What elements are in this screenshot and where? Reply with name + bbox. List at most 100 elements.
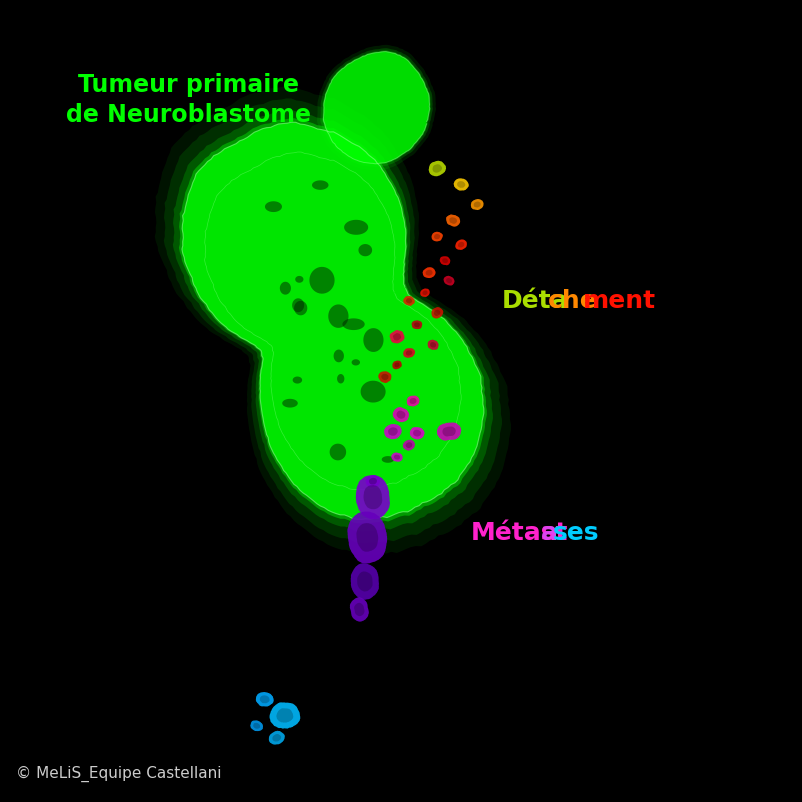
Polygon shape (334, 350, 344, 363)
Polygon shape (411, 320, 422, 329)
Polygon shape (456, 240, 467, 250)
Polygon shape (379, 371, 391, 383)
Polygon shape (310, 267, 334, 294)
Polygon shape (390, 330, 404, 343)
Text: Métast: Métast (472, 521, 569, 545)
Polygon shape (407, 395, 419, 407)
Polygon shape (439, 256, 450, 265)
Text: Déta: Déta (501, 289, 568, 313)
Polygon shape (381, 374, 388, 380)
Polygon shape (356, 475, 390, 519)
Polygon shape (320, 48, 433, 167)
Polygon shape (265, 201, 282, 212)
Polygon shape (437, 423, 461, 440)
Polygon shape (179, 118, 487, 524)
Polygon shape (363, 328, 383, 352)
Polygon shape (430, 342, 436, 347)
Polygon shape (322, 51, 431, 165)
Polygon shape (431, 232, 443, 241)
Polygon shape (312, 180, 329, 190)
Polygon shape (282, 399, 298, 407)
Polygon shape (273, 734, 282, 742)
Polygon shape (406, 298, 412, 303)
Polygon shape (395, 363, 399, 367)
Polygon shape (350, 563, 379, 600)
Polygon shape (350, 597, 369, 622)
Polygon shape (423, 290, 427, 295)
Polygon shape (253, 723, 260, 729)
Polygon shape (366, 475, 380, 487)
Polygon shape (410, 398, 416, 404)
Polygon shape (444, 276, 455, 286)
Polygon shape (269, 731, 285, 744)
Polygon shape (437, 423, 461, 440)
Polygon shape (454, 178, 469, 191)
Polygon shape (442, 258, 448, 263)
Polygon shape (396, 411, 405, 419)
Text: a: a (541, 521, 558, 545)
Polygon shape (444, 276, 455, 286)
Polygon shape (423, 267, 435, 278)
Polygon shape (457, 181, 465, 188)
Polygon shape (394, 455, 400, 460)
Polygon shape (413, 430, 421, 436)
Polygon shape (354, 603, 365, 616)
Text: che: che (548, 289, 597, 313)
Polygon shape (250, 720, 263, 731)
Polygon shape (432, 164, 442, 172)
Polygon shape (426, 269, 432, 276)
Polygon shape (403, 296, 415, 306)
Polygon shape (277, 708, 294, 723)
Polygon shape (392, 361, 402, 369)
Polygon shape (363, 485, 383, 509)
Polygon shape (446, 278, 452, 283)
Polygon shape (420, 289, 430, 297)
Polygon shape (330, 444, 346, 460)
Polygon shape (420, 289, 430, 297)
Polygon shape (269, 703, 300, 728)
Polygon shape (384, 424, 402, 439)
Polygon shape (317, 45, 436, 171)
Polygon shape (431, 307, 444, 318)
Polygon shape (471, 199, 484, 210)
Polygon shape (393, 407, 409, 422)
Polygon shape (391, 452, 403, 462)
Polygon shape (337, 374, 344, 383)
Polygon shape (390, 330, 404, 343)
Polygon shape (434, 310, 440, 316)
Polygon shape (256, 692, 273, 707)
Polygon shape (356, 475, 390, 519)
Polygon shape (294, 301, 307, 315)
Polygon shape (403, 296, 415, 306)
Polygon shape (414, 322, 420, 327)
Polygon shape (423, 267, 435, 278)
Polygon shape (295, 276, 303, 283)
Polygon shape (350, 563, 379, 600)
Polygon shape (406, 350, 412, 355)
Polygon shape (356, 523, 379, 552)
Polygon shape (471, 199, 484, 210)
Polygon shape (379, 371, 391, 383)
Polygon shape (393, 407, 409, 422)
Polygon shape (403, 348, 415, 358)
Polygon shape (293, 376, 302, 383)
Polygon shape (446, 214, 460, 227)
Polygon shape (260, 695, 269, 703)
Polygon shape (323, 51, 430, 164)
Polygon shape (431, 232, 443, 241)
Polygon shape (388, 427, 398, 435)
Polygon shape (393, 333, 401, 340)
Polygon shape (250, 720, 263, 731)
Polygon shape (182, 122, 484, 520)
Polygon shape (173, 111, 493, 532)
Polygon shape (384, 424, 402, 439)
Polygon shape (449, 217, 457, 224)
Polygon shape (410, 427, 424, 439)
Text: © MeLiS_Equipe Castellani: © MeLiS_Equipe Castellani (16, 766, 221, 782)
Polygon shape (443, 427, 456, 436)
Polygon shape (357, 572, 373, 592)
Polygon shape (434, 234, 440, 239)
Polygon shape (351, 359, 360, 366)
Polygon shape (403, 439, 415, 451)
Polygon shape (344, 220, 368, 235)
